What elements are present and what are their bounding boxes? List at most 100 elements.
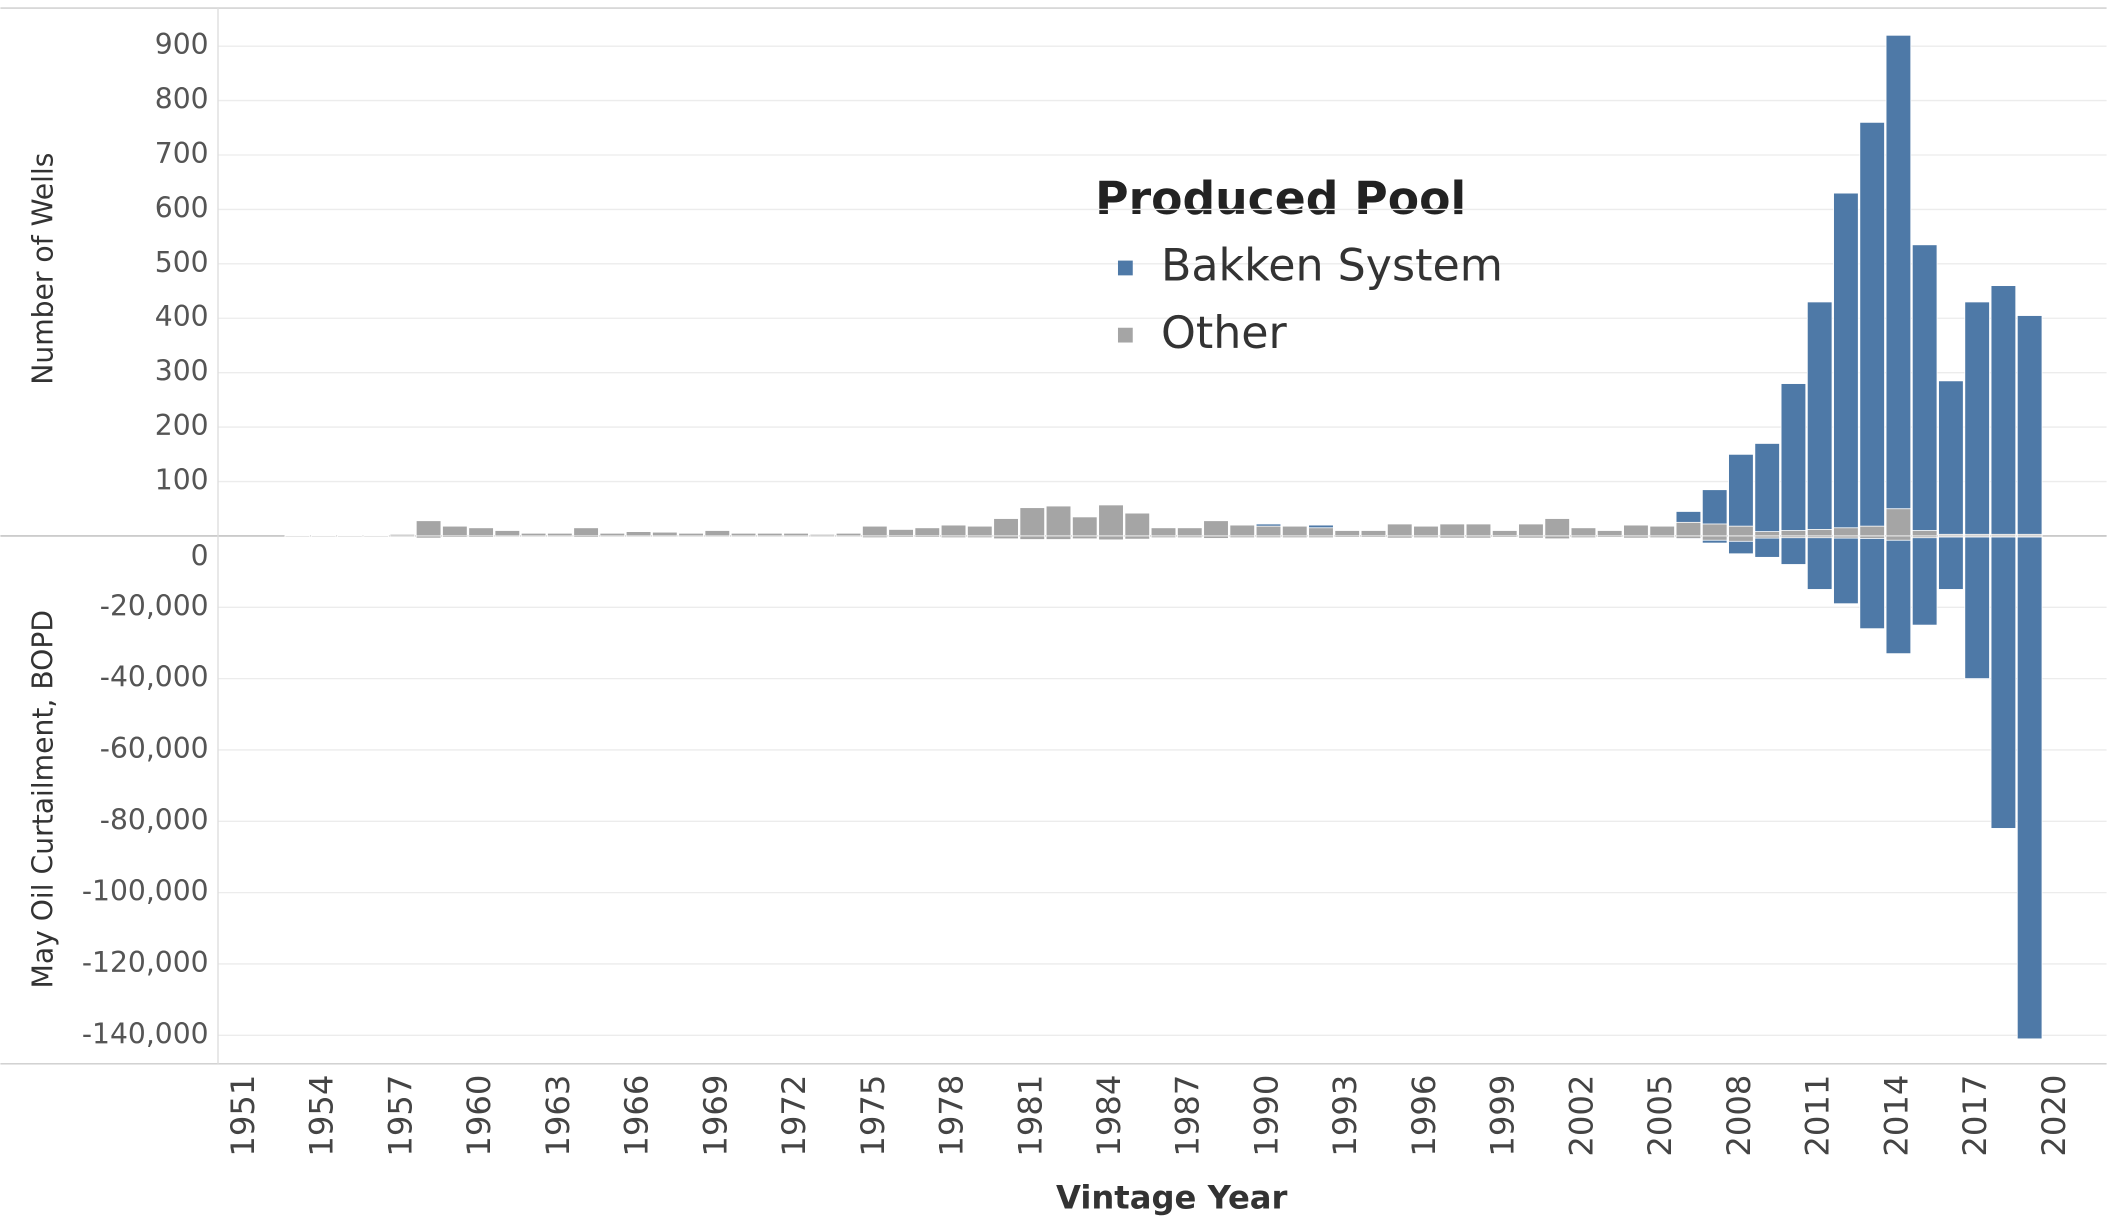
y-tick-label: 100 xyxy=(155,464,209,497)
bar xyxy=(888,529,914,537)
bar xyxy=(1833,535,1859,605)
bar xyxy=(862,525,888,537)
bar xyxy=(1045,505,1072,537)
bar xyxy=(1806,301,1833,537)
y-tick-label: 200 xyxy=(155,409,209,442)
bar xyxy=(1281,525,1308,537)
bar xyxy=(1859,535,1885,630)
bar xyxy=(415,535,442,539)
bar xyxy=(1806,535,1833,539)
bar xyxy=(1833,535,1859,539)
bar xyxy=(1990,535,2017,829)
bar xyxy=(1334,535,1360,538)
bar xyxy=(1124,512,1151,537)
bar xyxy=(1885,34,1912,537)
bar xyxy=(1911,244,1938,537)
bar xyxy=(520,535,547,538)
bar xyxy=(1045,535,1072,540)
bar xyxy=(1465,523,1492,537)
bar xyxy=(468,535,494,538)
y-tick-label: 400 xyxy=(155,300,209,333)
bar xyxy=(1544,535,1570,540)
bar xyxy=(1491,530,1518,537)
y-tick-label: -120,000 xyxy=(82,946,209,979)
bar xyxy=(1859,535,1885,539)
bar xyxy=(783,535,809,538)
bar xyxy=(1806,529,1833,537)
x-tick-label: 1987 xyxy=(1169,1075,1207,1157)
bar xyxy=(730,535,757,538)
y-tick-label: 600 xyxy=(155,191,209,224)
x-tick-label: 1969 xyxy=(696,1075,734,1157)
bar xyxy=(494,535,521,538)
x-tick-label: 1984 xyxy=(1090,1075,1128,1157)
bar xyxy=(284,535,311,538)
bar xyxy=(1518,523,1544,537)
bar xyxy=(1308,527,1334,537)
bar xyxy=(363,535,389,538)
x-tick-label: 2005 xyxy=(1641,1075,1679,1157)
bar xyxy=(1964,535,1990,538)
bar xyxy=(1596,535,1623,538)
bar xyxy=(573,527,599,537)
y-tick-label: 0 xyxy=(191,539,209,572)
x-tick-label: 2020 xyxy=(2035,1075,2073,1157)
bar xyxy=(1938,535,1964,590)
legend-label: Other xyxy=(1161,308,1288,359)
bar xyxy=(1911,535,1938,626)
bar xyxy=(1701,523,1728,537)
bar xyxy=(1203,535,1229,539)
bar xyxy=(1203,520,1229,537)
x-tick-label: 2017 xyxy=(1956,1075,1994,1157)
bar xyxy=(2016,535,2043,1040)
bar xyxy=(940,524,967,537)
bar xyxy=(1780,383,1807,537)
bar xyxy=(1806,535,1833,590)
x-tick-label: 1981 xyxy=(1011,1075,1049,1157)
bar xyxy=(940,535,967,539)
bar xyxy=(1780,535,1807,565)
bar xyxy=(389,535,416,538)
bar xyxy=(1098,504,1124,537)
bar xyxy=(1150,527,1177,537)
x-tick-label: 2011 xyxy=(1799,1075,1837,1157)
bar xyxy=(1439,523,1465,537)
bar xyxy=(1150,535,1177,539)
bar xyxy=(1754,535,1780,558)
bar xyxy=(704,535,731,538)
bar xyxy=(1990,535,2017,538)
bar xyxy=(442,525,468,537)
bar xyxy=(1675,535,1702,539)
bar xyxy=(1728,535,1754,542)
bar xyxy=(730,532,757,537)
bar xyxy=(1439,535,1465,539)
bar xyxy=(1072,516,1098,537)
bar xyxy=(809,535,836,538)
bar xyxy=(862,535,888,539)
bar xyxy=(573,535,599,538)
bar xyxy=(1885,508,1912,537)
x-tick-label: 2002 xyxy=(1562,1075,1600,1157)
bar xyxy=(1098,535,1124,541)
bar xyxy=(757,532,783,537)
bar xyxy=(1255,535,1282,539)
bar xyxy=(783,532,809,537)
bar xyxy=(1859,525,1885,537)
bar xyxy=(1229,535,1256,539)
x-tick-label: 1978 xyxy=(933,1075,971,1157)
y-tick-label: 700 xyxy=(155,137,209,170)
bar xyxy=(1964,535,1990,680)
bar xyxy=(1281,535,1308,539)
y-tick-label: -100,000 xyxy=(82,875,209,908)
bar xyxy=(1675,521,1702,537)
x-tick-label: 1996 xyxy=(1405,1075,1443,1157)
bar xyxy=(888,535,914,538)
bar xyxy=(1754,531,1780,537)
bar xyxy=(494,530,521,537)
y-axis-title: Number of Wells xyxy=(27,153,60,385)
bar xyxy=(1019,507,1046,537)
bar xyxy=(1701,535,1728,541)
bar xyxy=(1938,380,1964,537)
bar xyxy=(468,527,494,537)
